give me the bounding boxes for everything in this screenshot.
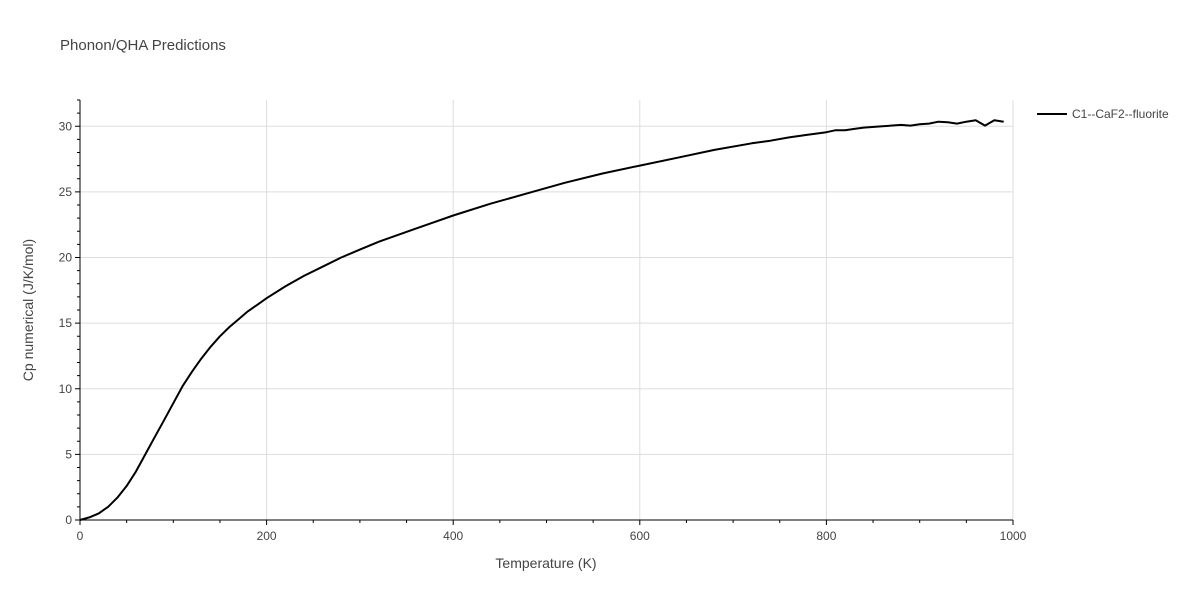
y-axis-label: Cp numerical (J/K/mol) <box>20 239 36 381</box>
legend-label: C1--CaF2--fluorite <box>1072 107 1169 121</box>
grid <box>80 100 1014 520</box>
chart-title: Phonon/QHA Predictions <box>60 37 226 54</box>
x-tick-label: 800 <box>816 529 836 543</box>
x-tick-label: 400 <box>443 529 463 543</box>
x-axis-label: Temperature (K) <box>495 555 596 571</box>
x-tick-label: 1000 <box>1000 529 1027 543</box>
y-tick-label: 10 <box>59 382 73 396</box>
y-tick-label: 0 <box>65 513 72 527</box>
y-tick-label: 15 <box>59 316 73 330</box>
series-line <box>79 119 1004 521</box>
legend-item[interactable]: C1--CaF2--fluorite <box>1037 107 1169 121</box>
y-tick-label: 5 <box>65 447 72 461</box>
series-layer <box>79 119 1004 521</box>
axes: 0 200 400 600 800 1000 0 5 10 15 20 25 30 <box>59 99 1027 543</box>
y-tick-label: 25 <box>59 185 73 199</box>
x-tick-label: 200 <box>257 529 277 543</box>
x-tick-label: 600 <box>630 529 650 543</box>
x-tick-label: 0 <box>77 529 84 543</box>
y-tick-label: 30 <box>59 119 73 133</box>
y-tick-label: 20 <box>59 251 73 265</box>
legend[interactable]: C1--CaF2--fluorite <box>1037 107 1169 121</box>
